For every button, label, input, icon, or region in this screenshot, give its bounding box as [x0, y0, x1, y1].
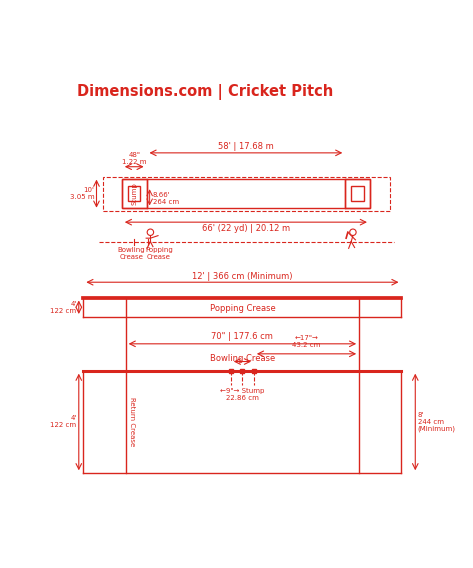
- Text: Stump: Stump: [131, 182, 137, 205]
- Bar: [128, 186, 140, 201]
- Text: 66' (22 yd) | 20.12 m: 66' (22 yd) | 20.12 m: [202, 224, 290, 233]
- Bar: [345, 179, 370, 208]
- Bar: [240, 369, 245, 373]
- Text: Return Crease: Return Crease: [129, 398, 135, 446]
- Bar: [252, 369, 256, 373]
- Bar: [122, 179, 147, 208]
- Bar: [229, 369, 233, 373]
- Text: Popping
Crease: Popping Crease: [145, 247, 173, 260]
- Text: 58' | 17.68 m: 58' | 17.68 m: [218, 143, 274, 151]
- Text: 10'
3.05 m: 10' 3.05 m: [70, 187, 94, 200]
- Bar: [351, 186, 364, 201]
- Text: Bowling
Crease: Bowling Crease: [117, 247, 145, 260]
- Text: 4'
122 cm: 4' 122 cm: [50, 300, 77, 314]
- Bar: [122, 179, 370, 208]
- Text: 4'
122 cm: 4' 122 cm: [50, 415, 77, 428]
- Bar: [103, 177, 390, 211]
- Text: ←17"→
43.2 cm: ←17"→ 43.2 cm: [292, 335, 321, 348]
- Text: 8'
244 cm
(Minimum): 8' 244 cm (Minimum): [418, 412, 455, 432]
- Text: ←9"→ Stump
22.86 cm: ←9"→ Stump 22.86 cm: [220, 388, 264, 400]
- Text: 8.66'
264 cm: 8.66' 264 cm: [153, 191, 179, 204]
- Text: 12' | 366 cm (Minimum): 12' | 366 cm (Minimum): [192, 272, 293, 281]
- Text: Dimensions.com | Cricket Pitch: Dimensions.com | Cricket Pitch: [77, 83, 333, 99]
- Text: 70" | 177.6 cm: 70" | 177.6 cm: [211, 332, 273, 341]
- Text: Popping Crease: Popping Crease: [210, 304, 275, 313]
- Text: 48"
1.22 m: 48" 1.22 m: [122, 152, 147, 165]
- Text: Bowling Crease: Bowling Crease: [210, 354, 275, 363]
